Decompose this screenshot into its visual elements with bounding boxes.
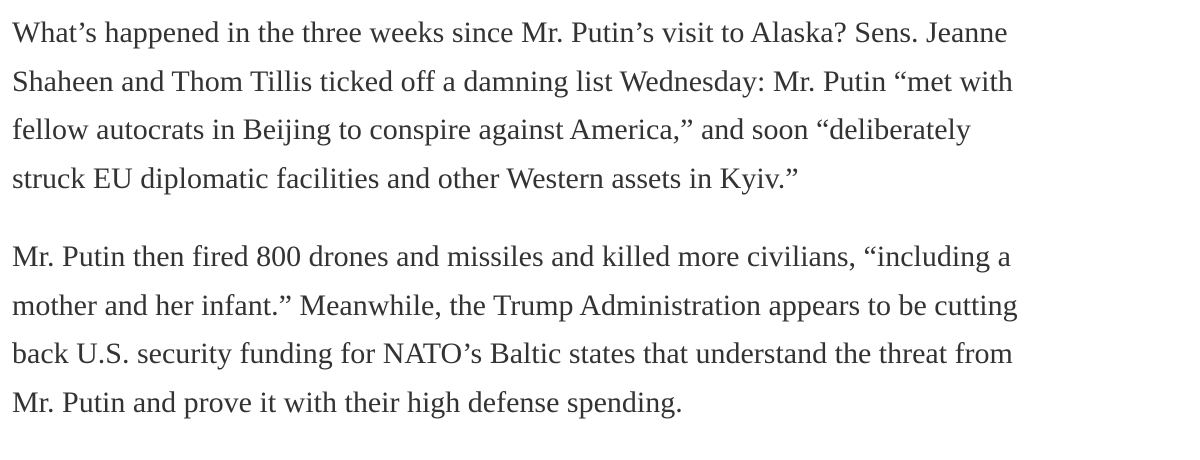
text-line: Shaheen and Thom Tillis ticked off a dam… [12,64,1013,98]
text-line: What’s happened in the three weeks since… [12,16,1008,49]
paragraph: What’s happened in the three weeks since… [12,9,1200,203]
text-line: struck EU diplomatic facilities and othe… [12,161,799,195]
paragraph: Mr. Putin then fired 800 drones and miss… [12,233,1200,427]
text-line: fellow autocrats in Beijing to conspire … [12,113,971,146]
text-line: Mr. Putin and prove it with their high d… [12,385,683,419]
text-line: mother and her infant.” Meanwhile, the T… [12,288,1018,322]
text-line: back U.S. security funding for NATO’s Ba… [12,337,1013,370]
text-line: Mr. Putin then fired 800 drones and miss… [12,240,1011,273]
